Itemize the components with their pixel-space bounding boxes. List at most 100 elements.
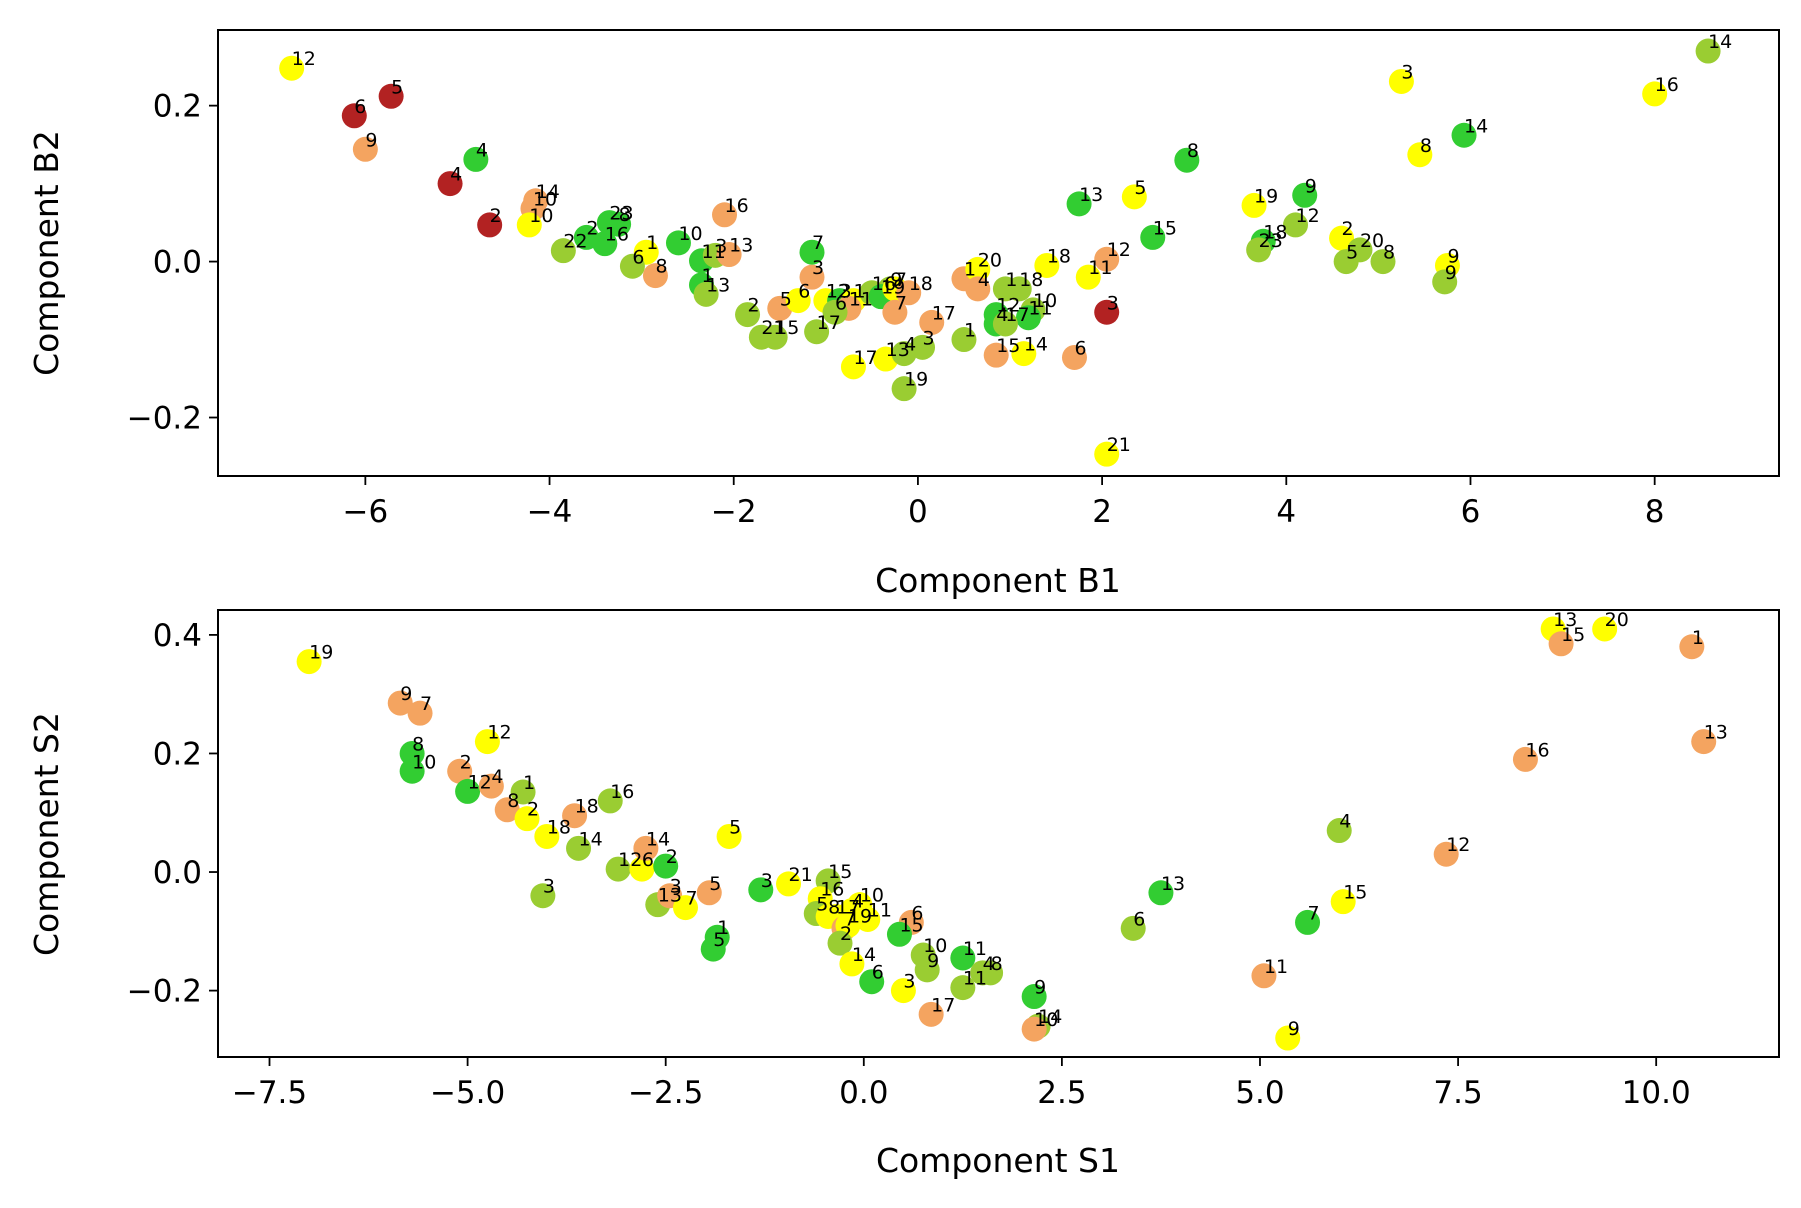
bottom-point-62 bbox=[1330, 889, 1356, 915]
top-point-label-17: 8 bbox=[655, 256, 667, 278]
bottom-x-tick-label-5: 5.0 bbox=[1235, 1075, 1284, 1111]
bottom-point-7 bbox=[478, 773, 504, 799]
top-point-22 bbox=[712, 202, 738, 228]
bottom-point-14 bbox=[597, 788, 623, 814]
top-point-label-19: 11 bbox=[701, 241, 725, 263]
top-point-1 bbox=[378, 83, 404, 109]
top-point-0 bbox=[279, 55, 305, 81]
top-point-label-39: 6 bbox=[835, 292, 847, 314]
bottom-point-61 bbox=[1326, 818, 1352, 844]
top-point-label-63: 14 bbox=[1024, 334, 1048, 356]
bottom-point-label-29: 21 bbox=[789, 864, 813, 886]
bottom-point-24 bbox=[696, 880, 722, 906]
top-point-label-83: 9 bbox=[1445, 262, 1457, 284]
bottom-point-12 bbox=[534, 823, 560, 849]
top-x-tick-label-6: 6 bbox=[1461, 494, 1481, 530]
top-point-label-82: 9 bbox=[1447, 245, 1459, 267]
top-point-39 bbox=[822, 299, 848, 325]
bottom-point-60 bbox=[1295, 909, 1321, 935]
top-point-label-16: 6 bbox=[632, 246, 644, 268]
bottom-point-4 bbox=[399, 758, 425, 784]
bottom-point-label-33: 8 bbox=[828, 896, 840, 918]
top-point-41 bbox=[919, 309, 945, 335]
bottom-point-label-62: 15 bbox=[1343, 882, 1367, 904]
bottom-point-20 bbox=[653, 853, 679, 879]
top-point-label-81: 8 bbox=[1383, 242, 1395, 264]
bottom-point-label-0: 19 bbox=[309, 642, 333, 664]
top-y-tick-label-0: −0.2 bbox=[127, 401, 202, 437]
top-point-67 bbox=[1094, 299, 1120, 325]
bottom-point-label-60: 7 bbox=[1308, 902, 1320, 924]
bottom-point-label-30: 15 bbox=[828, 861, 852, 883]
bottom-point-59 bbox=[1275, 1025, 1301, 1051]
bottom-point-label-63: 12 bbox=[1446, 834, 1470, 856]
bottom-point-69 bbox=[1691, 729, 1717, 755]
top-point-label-21: 13 bbox=[729, 235, 753, 257]
bottom-point-label-25: 5 bbox=[729, 816, 741, 838]
top-point-label-41: 17 bbox=[932, 302, 956, 324]
bottom-point-label-49: 11 bbox=[963, 938, 987, 960]
top-plot-frame bbox=[217, 29, 1780, 477]
bottom-point-2 bbox=[407, 700, 433, 726]
top-point-label-59: 4 bbox=[996, 304, 1008, 326]
bottom-point-58 bbox=[1251, 963, 1277, 989]
top-point-14 bbox=[592, 231, 618, 257]
bottom-point-label-42: 2 bbox=[840, 923, 852, 945]
top-point-label-18: 10 bbox=[678, 223, 702, 245]
top-x-tick-label-2: −2 bbox=[711, 494, 757, 530]
top-point-label-38: 11 bbox=[849, 288, 873, 310]
top-point-label-14: 16 bbox=[605, 224, 629, 246]
top-point-87 bbox=[1642, 81, 1668, 107]
top-point-label-54: 18 bbox=[1019, 269, 1043, 291]
bottom-point-label-64: 16 bbox=[1525, 739, 1549, 761]
top-point-86 bbox=[1451, 122, 1477, 148]
top-point-65 bbox=[1075, 264, 1101, 290]
bottom-point-label-34: 17 bbox=[836, 896, 860, 918]
bottom-point-37 bbox=[855, 906, 881, 932]
bottom-point-label-8: 12 bbox=[487, 722, 511, 744]
bottom-point-label-1: 9 bbox=[400, 683, 412, 705]
top-point-label-32: 1 bbox=[853, 281, 865, 303]
top-point-label-4: 4 bbox=[476, 139, 488, 161]
bottom-point-label-36: 4 bbox=[852, 891, 864, 913]
top-panel-points bbox=[279, 38, 1721, 467]
top-point-label-34: 9 bbox=[890, 269, 902, 291]
bottom-point-18 bbox=[629, 856, 655, 882]
top-point-label-67: 3 bbox=[1107, 292, 1119, 314]
bottom-point-label-51: 8 bbox=[991, 953, 1003, 975]
bottom-point-label-66: 15 bbox=[1561, 624, 1585, 646]
bottom-x-axis-label: Component S1 bbox=[876, 1141, 1120, 1180]
top-y-axis-label: Component B2 bbox=[27, 130, 66, 376]
top-point-76 bbox=[1283, 212, 1309, 238]
bottom-point-27 bbox=[700, 936, 726, 962]
bottom-point-label-67: 20 bbox=[1605, 609, 1629, 631]
bottom-point-51 bbox=[978, 960, 1004, 986]
top-point-63 bbox=[1011, 341, 1037, 367]
top-point-9 bbox=[516, 212, 542, 238]
top-x-ticks: −6 −4 −2 0 2 4 6 8 bbox=[342, 476, 1665, 530]
bottom-point-label-68: 1 bbox=[1692, 627, 1704, 649]
top-point-label-42: 21 bbox=[761, 317, 785, 339]
bottom-point-64 bbox=[1512, 746, 1538, 772]
bottom-point-16 bbox=[530, 883, 556, 909]
bottom-point-label-5: 2 bbox=[460, 751, 472, 773]
bottom-x-tick-label-6: 7.5 bbox=[1433, 1075, 1482, 1111]
bottom-point-label-15: 14 bbox=[579, 828, 603, 850]
top-point-label-26: 3 bbox=[812, 257, 824, 279]
top-point-label-12: 8 bbox=[619, 204, 631, 226]
bottom-point-label-20: 2 bbox=[666, 846, 678, 868]
top-point-label-85: 8 bbox=[1420, 135, 1432, 157]
top-point-45 bbox=[840, 354, 866, 380]
bottom-point-label-31: 16 bbox=[820, 879, 844, 901]
top-point-label-68: 21 bbox=[1107, 434, 1131, 456]
top-point-4 bbox=[463, 146, 489, 172]
top-point-label-27: 2 bbox=[748, 295, 760, 317]
bottom-point-label-23: 7 bbox=[686, 888, 698, 910]
bottom-point-label-55: 10 bbox=[1034, 1009, 1058, 1031]
bottom-point-19 bbox=[633, 835, 659, 861]
bottom-point-label-7: 4 bbox=[491, 766, 503, 788]
top-point-label-49: 19 bbox=[904, 369, 928, 391]
top-point-37 bbox=[896, 280, 922, 306]
bottom-point-label-53: 9 bbox=[1034, 977, 1046, 999]
top-point-label-86: 14 bbox=[1464, 115, 1488, 137]
